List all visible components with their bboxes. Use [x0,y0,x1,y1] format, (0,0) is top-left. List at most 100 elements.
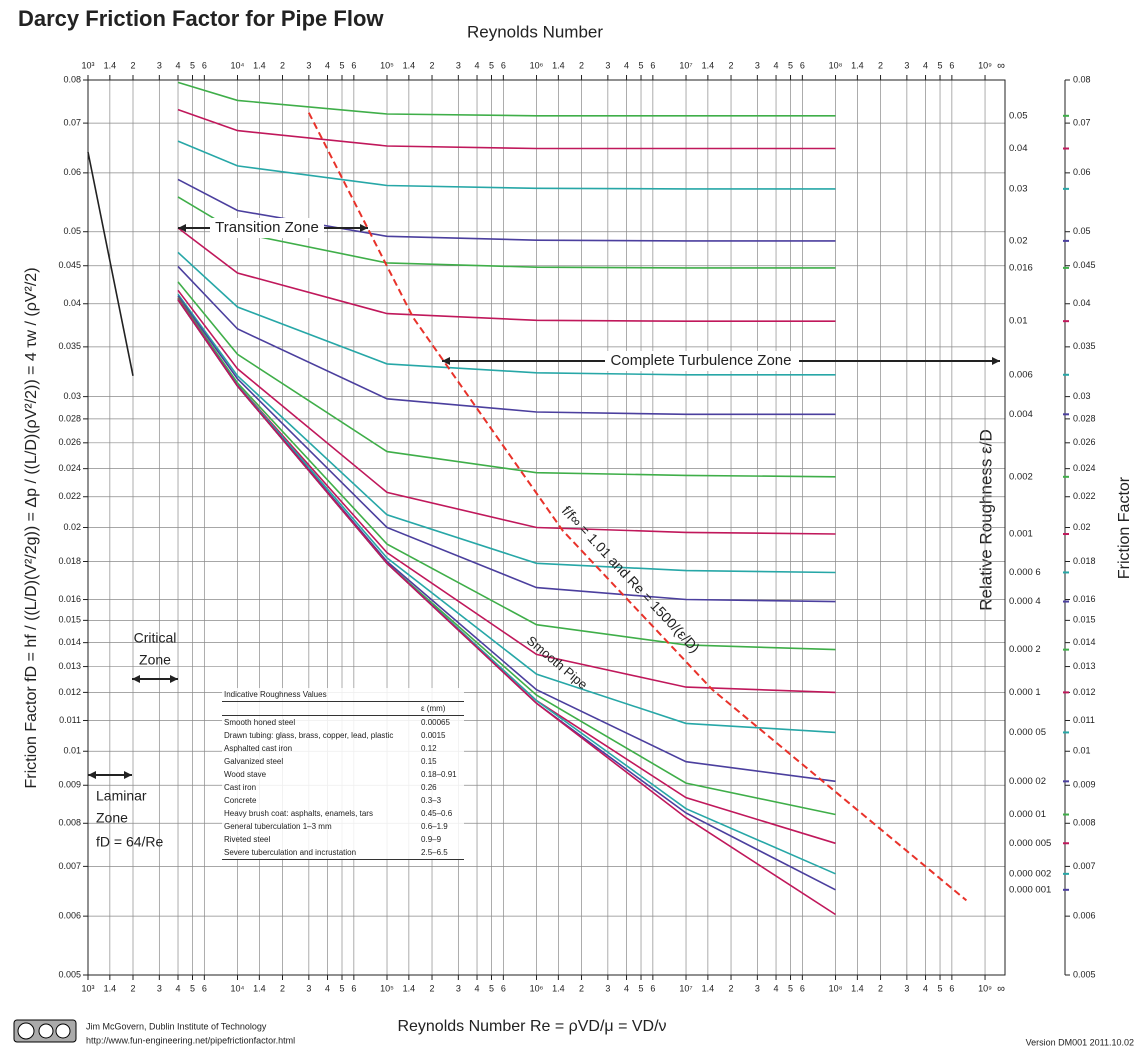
x-tick-label: 10⁴ [231,983,245,993]
roughness-label: 0.006 [1009,369,1033,380]
y-tick-label: 0.028 [58,413,81,423]
x-tick-label-top: 5 [938,60,943,70]
y-tick-label: 0.01 [63,746,81,756]
x-tick-label-top: 4 [176,60,181,70]
x-tick-label: 2 [430,983,435,993]
table-row: Wood stave0.18–0.91 [222,768,464,781]
series-line [178,82,836,115]
table-cell: Riveted steel [222,833,419,846]
x-tick-label: 10³ [81,983,94,993]
roughness-label: 0.000 05 [1009,727,1046,738]
y-tick-label: 0.035 [58,341,81,351]
x-tick-label-top: 5 [788,60,793,70]
x-tick-label: 4 [774,983,779,993]
page: Darcy Friction Factor for Pipe Flow Reyn… [0,0,1139,1052]
y-tick-label: 0.024 [58,463,81,473]
table-row: Concrete0.3–3 [222,794,464,807]
roughness-label: 0.000 001 [1009,884,1051,895]
x-tick-label-top: 2 [878,60,883,70]
y2-tick-label: 0.006 [1073,911,1096,921]
x-tick-label: 4 [176,983,181,993]
y2-tick-label: 0.045 [1073,260,1096,270]
chart-title: Darcy Friction Factor for Pipe Flow [18,6,384,31]
table-cell: Cast iron [222,781,419,794]
roughness-table: Indicative Roughness Values ε (mm) Smoot… [222,688,464,860]
table-cell: Heavy brush coat: asphalts, enamels, tar… [222,807,419,820]
x-tick-label-top: 3 [157,60,162,70]
x-tick-label: 3 [904,983,909,993]
y-axis-title: Friction Factor fD = hf / ((L/D)(V²/2g))… [23,267,40,788]
x-tick-label-top: 10⁵ [380,60,394,70]
x-tick-label-top: 1.4 [104,60,117,70]
y2-tick-label: 0.012 [1073,687,1096,697]
roughness-label: 0.000 6 [1009,567,1041,578]
x-tick-label-top: 5 [190,60,195,70]
x-tick-label: 6 [800,983,805,993]
x-end-label-top: ∞ [997,60,1005,72]
x-tick-label-top: 3 [605,60,610,70]
x-tick-label-top: 10⁷ [679,60,692,70]
series-line [178,297,836,649]
x-tick-label: 1.4 [104,983,117,993]
table-cell: 0.0015 [419,729,464,742]
x-tick-label-top: 1.4 [851,60,864,70]
x-tick-label: 6 [202,983,207,993]
y-tick-label: 0.011 [59,715,81,725]
y2-tick-label: 0.015 [1073,615,1096,625]
y2-tick-label: 0.005 [1073,969,1096,979]
x-tick-label-top: 4 [475,60,480,70]
laminar-line [88,152,133,376]
x-tick-label-top: 1.4 [253,60,266,70]
footer-version: Version DM001 2011.10.02 [1026,1037,1134,1047]
roughness-label: 0.002 [1009,471,1033,482]
series-line [178,282,836,477]
table-cell: General tuberculation 1–3 mm [222,820,419,833]
y2-tick-label: 0.02 [1073,522,1091,532]
roughness-label: 0.016 [1009,262,1033,273]
annotation: Complete Turbulence Zone [611,352,792,369]
x-tick-label: 4 [624,983,629,993]
roughness-label: 0.01 [1009,316,1028,327]
x-tick-label-top: 10⁴ [231,60,245,70]
x-tick-label: 2 [130,983,135,993]
x-tick-label: 6 [351,983,356,993]
table-cell: Smooth honed steel [222,716,419,730]
x-tick-label-top: 2 [729,60,734,70]
y-tick-label: 0.02 [63,522,81,532]
roughness-label: 0.000 2 [1009,644,1041,655]
y2-tick-label: 0.013 [1073,661,1096,671]
x-tick-label-top: 10⁹ [978,60,992,70]
y-tick-label: 0.06 [63,167,81,177]
smooth-pipe-label: Smooth Pipe [524,633,591,692]
table: Indicative Roughness Values ε (mm) Smoot… [222,688,464,860]
chart: Darcy Friction Factor for Pipe Flow Reyn… [0,0,1139,1052]
arrow-head [170,675,178,683]
table-cell: 0.12 [419,742,464,755]
roughness-label: 0.004 [1009,409,1033,420]
x-tick-label: 5 [190,983,195,993]
table-cell: 0.45–0.6 [419,807,464,820]
table-cell: Severe tuberculation and incrustation [222,846,419,860]
x-tick-label-top: 6 [202,60,207,70]
x-tick-label: 3 [456,983,461,993]
y2-tick-label: 0.022 [1073,491,1096,501]
annotation: Laminar [96,788,147,804]
x-tick-label: 2 [280,983,285,993]
y-tick-label: 0.005 [58,969,81,979]
annotation: fD = 64/Re [96,834,164,850]
y-tick-label: 0.012 [58,687,81,697]
y2-tick-label: 0.03 [1073,391,1091,401]
x-tick-label: 4 [475,983,480,993]
x-tick-label: 1.4 [851,983,864,993]
table-cell: Concrete [222,794,419,807]
series-line [178,296,836,602]
y2-tick-label: 0.035 [1073,341,1096,351]
x-tick-label-top: 4 [325,60,330,70]
arrow-head [88,771,96,779]
y-tick-label: 0.015 [58,615,81,625]
x-end-label: ∞ [997,983,1005,995]
x-tick-label-top: 6 [501,60,506,70]
y-tick-label: 0.006 [58,911,81,921]
x-tick-label: 10⁹ [978,983,992,993]
